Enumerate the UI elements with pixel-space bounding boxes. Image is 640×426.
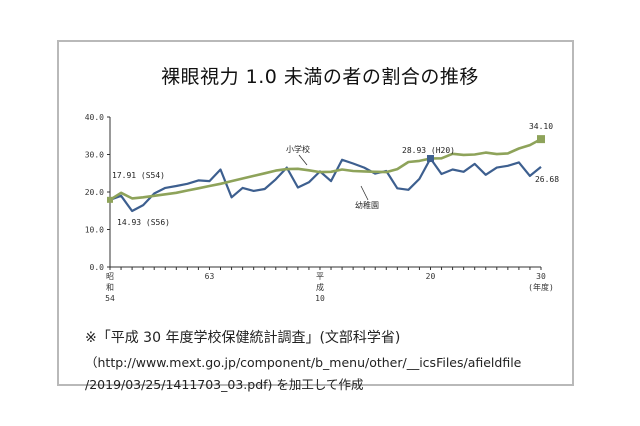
x-tick-label: 20 xyxy=(426,272,436,281)
source-tail: /2019/03/25/1411703_03.pdf) を加工して作成 xyxy=(85,377,364,392)
y-tick-label: 10.0 xyxy=(85,226,104,235)
chart-title: 裸眼視力 1.0 未満の者の割合の推移 xyxy=(161,66,479,88)
annotation-label: 26.68 xyxy=(535,175,559,184)
x-tick-label: 63 xyxy=(205,272,215,281)
y-tick-label: 40.0 xyxy=(85,113,104,122)
series-label-elementary: 小学校 xyxy=(286,144,310,154)
y-tick-label: 30.0 xyxy=(85,151,104,160)
x-tick-label: (年度) xyxy=(528,282,554,292)
series-label-kindergarten: 幼稚園 xyxy=(355,200,379,210)
x-tick-label: 30 xyxy=(536,272,546,281)
source-note: ※「平成 30 年度学校保健統計調査」(文部科学省) xyxy=(85,330,401,346)
leader-line xyxy=(360,185,369,201)
x-tick-label: 昭 xyxy=(106,272,114,281)
annotation-label: 14.93 (S56) xyxy=(117,218,170,227)
marker-end xyxy=(537,135,545,144)
marker-start xyxy=(107,196,113,203)
x-tick-label: 平 xyxy=(316,272,324,281)
x-tick-label: 成 xyxy=(316,282,324,292)
series-line xyxy=(109,137,542,201)
annotation-label: 34.10 xyxy=(529,122,553,131)
annotation-label: 17.91 (S54) xyxy=(112,171,165,180)
x-tick-label: 10 xyxy=(315,294,325,303)
x-tick-label: 54 xyxy=(105,294,115,303)
leader-line xyxy=(298,154,308,166)
annotation-label: 28.93 (H20) xyxy=(402,146,455,155)
chart-frame xyxy=(57,40,574,386)
y-tick-label: 20.0 xyxy=(85,188,104,197)
series-line xyxy=(109,157,542,213)
source-url: （http://www.mext.go.jp/component/b_menu/… xyxy=(85,355,522,370)
y-tick-label: 0.0 xyxy=(90,263,105,272)
marker-h20 xyxy=(426,155,434,163)
x-tick-label: 和 xyxy=(106,283,114,292)
